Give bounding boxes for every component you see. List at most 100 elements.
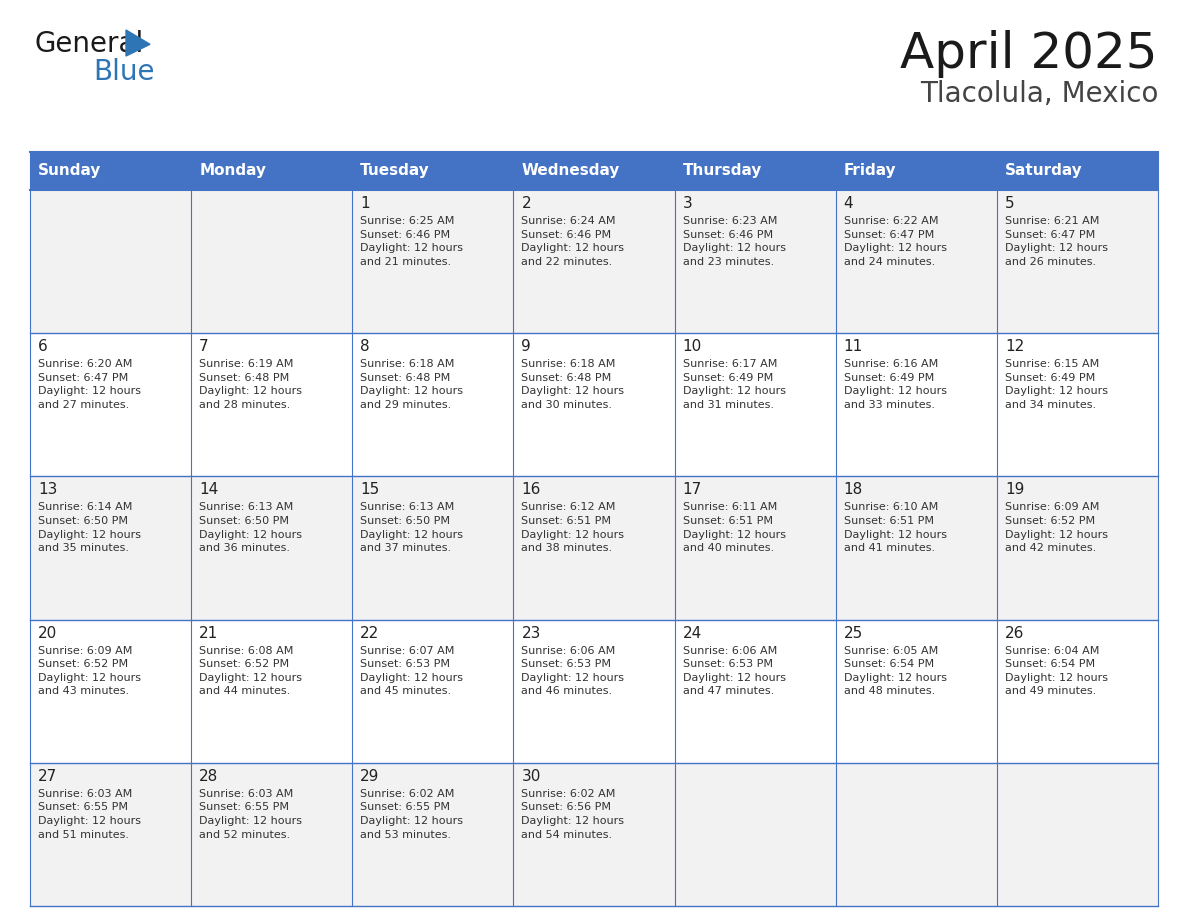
- Text: 23: 23: [522, 625, 541, 641]
- Bar: [835, 763, 997, 906]
- Text: 9: 9: [522, 339, 531, 354]
- Text: 19: 19: [1005, 482, 1024, 498]
- Text: Sunrise: 6:13 AM
Sunset: 6:50 PM
Daylight: 12 hours
and 37 minutes.: Sunrise: 6:13 AM Sunset: 6:50 PM Dayligh…: [360, 502, 463, 554]
- Bar: [835, 620, 997, 763]
- Bar: [835, 476, 997, 620]
- Bar: [997, 476, 1158, 620]
- Text: Sunrise: 6:19 AM
Sunset: 6:48 PM
Daylight: 12 hours
and 28 minutes.: Sunrise: 6:19 AM Sunset: 6:48 PM Dayligh…: [200, 359, 302, 410]
- Text: Tlacolula, Mexico: Tlacolula, Mexico: [920, 80, 1158, 108]
- Text: Sunrise: 6:13 AM
Sunset: 6:50 PM
Daylight: 12 hours
and 36 minutes.: Sunrise: 6:13 AM Sunset: 6:50 PM Dayligh…: [200, 502, 302, 554]
- Text: 25: 25: [843, 625, 862, 641]
- Bar: [30, 152, 1158, 190]
- Text: Sunrise: 6:04 AM
Sunset: 6:54 PM
Daylight: 12 hours
and 49 minutes.: Sunrise: 6:04 AM Sunset: 6:54 PM Dayligh…: [1005, 645, 1108, 697]
- Bar: [191, 333, 353, 476]
- Bar: [30, 620, 191, 763]
- Text: Wednesday: Wednesday: [522, 163, 620, 178]
- Bar: [675, 476, 835, 620]
- Text: 26: 26: [1005, 625, 1024, 641]
- Text: Sunrise: 6:21 AM
Sunset: 6:47 PM
Daylight: 12 hours
and 26 minutes.: Sunrise: 6:21 AM Sunset: 6:47 PM Dayligh…: [1005, 216, 1108, 267]
- Text: Sunrise: 6:06 AM
Sunset: 6:53 PM
Daylight: 12 hours
and 47 minutes.: Sunrise: 6:06 AM Sunset: 6:53 PM Dayligh…: [683, 645, 785, 697]
- Text: 14: 14: [200, 482, 219, 498]
- Bar: [997, 333, 1158, 476]
- Bar: [513, 763, 675, 906]
- Bar: [835, 190, 997, 333]
- Bar: [30, 763, 191, 906]
- Text: Sunrise: 6:09 AM
Sunset: 6:52 PM
Daylight: 12 hours
and 42 minutes.: Sunrise: 6:09 AM Sunset: 6:52 PM Dayligh…: [1005, 502, 1108, 554]
- Text: Sunrise: 6:12 AM
Sunset: 6:51 PM
Daylight: 12 hours
and 38 minutes.: Sunrise: 6:12 AM Sunset: 6:51 PM Dayligh…: [522, 502, 625, 554]
- Text: Tuesday: Tuesday: [360, 163, 430, 178]
- Bar: [997, 190, 1158, 333]
- Text: Sunrise: 6:07 AM
Sunset: 6:53 PM
Daylight: 12 hours
and 45 minutes.: Sunrise: 6:07 AM Sunset: 6:53 PM Dayligh…: [360, 645, 463, 697]
- Bar: [191, 190, 353, 333]
- Text: 16: 16: [522, 482, 541, 498]
- Text: Sunrise: 6:02 AM
Sunset: 6:56 PM
Daylight: 12 hours
and 54 minutes.: Sunrise: 6:02 AM Sunset: 6:56 PM Dayligh…: [522, 789, 625, 840]
- Text: 4: 4: [843, 196, 853, 211]
- Bar: [353, 476, 513, 620]
- Text: Sunrise: 6:02 AM
Sunset: 6:55 PM
Daylight: 12 hours
and 53 minutes.: Sunrise: 6:02 AM Sunset: 6:55 PM Dayligh…: [360, 789, 463, 840]
- Text: Friday: Friday: [843, 163, 896, 178]
- Text: Sunrise: 6:11 AM
Sunset: 6:51 PM
Daylight: 12 hours
and 40 minutes.: Sunrise: 6:11 AM Sunset: 6:51 PM Dayligh…: [683, 502, 785, 554]
- Bar: [835, 333, 997, 476]
- Bar: [513, 476, 675, 620]
- Text: 6: 6: [38, 339, 48, 354]
- Bar: [513, 190, 675, 333]
- Text: Sunrise: 6:25 AM
Sunset: 6:46 PM
Daylight: 12 hours
and 21 minutes.: Sunrise: 6:25 AM Sunset: 6:46 PM Dayligh…: [360, 216, 463, 267]
- Text: Blue: Blue: [93, 58, 154, 86]
- Text: Sunrise: 6:17 AM
Sunset: 6:49 PM
Daylight: 12 hours
and 31 minutes.: Sunrise: 6:17 AM Sunset: 6:49 PM Dayligh…: [683, 359, 785, 410]
- Text: 11: 11: [843, 339, 862, 354]
- Text: 1: 1: [360, 196, 369, 211]
- Text: 29: 29: [360, 768, 380, 784]
- Text: 15: 15: [360, 482, 379, 498]
- Text: Sunrise: 6:10 AM
Sunset: 6:51 PM
Daylight: 12 hours
and 41 minutes.: Sunrise: 6:10 AM Sunset: 6:51 PM Dayligh…: [843, 502, 947, 554]
- Text: General: General: [34, 30, 144, 58]
- Text: 30: 30: [522, 768, 541, 784]
- Text: Sunrise: 6:16 AM
Sunset: 6:49 PM
Daylight: 12 hours
and 33 minutes.: Sunrise: 6:16 AM Sunset: 6:49 PM Dayligh…: [843, 359, 947, 410]
- Text: 17: 17: [683, 482, 702, 498]
- Text: 8: 8: [360, 339, 369, 354]
- Text: Sunrise: 6:08 AM
Sunset: 6:52 PM
Daylight: 12 hours
and 44 minutes.: Sunrise: 6:08 AM Sunset: 6:52 PM Dayligh…: [200, 645, 302, 697]
- Text: April 2025: April 2025: [901, 30, 1158, 78]
- Bar: [675, 620, 835, 763]
- Bar: [675, 333, 835, 476]
- Bar: [353, 333, 513, 476]
- Text: 21: 21: [200, 625, 219, 641]
- Text: 5: 5: [1005, 196, 1015, 211]
- Text: 12: 12: [1005, 339, 1024, 354]
- Text: Monday: Monday: [200, 163, 266, 178]
- Bar: [191, 620, 353, 763]
- Text: 28: 28: [200, 768, 219, 784]
- Text: 22: 22: [360, 625, 379, 641]
- Text: 27: 27: [38, 768, 57, 784]
- Bar: [675, 190, 835, 333]
- Text: 10: 10: [683, 339, 702, 354]
- Bar: [353, 763, 513, 906]
- Bar: [191, 763, 353, 906]
- Text: Thursday: Thursday: [683, 163, 762, 178]
- Bar: [675, 763, 835, 906]
- Text: Sunrise: 6:20 AM
Sunset: 6:47 PM
Daylight: 12 hours
and 27 minutes.: Sunrise: 6:20 AM Sunset: 6:47 PM Dayligh…: [38, 359, 141, 410]
- Polygon shape: [126, 30, 150, 56]
- Text: 20: 20: [38, 625, 57, 641]
- Text: Sunday: Sunday: [38, 163, 101, 178]
- Text: 7: 7: [200, 339, 209, 354]
- Text: Sunrise: 6:05 AM
Sunset: 6:54 PM
Daylight: 12 hours
and 48 minutes.: Sunrise: 6:05 AM Sunset: 6:54 PM Dayligh…: [843, 645, 947, 697]
- Text: Sunrise: 6:15 AM
Sunset: 6:49 PM
Daylight: 12 hours
and 34 minutes.: Sunrise: 6:15 AM Sunset: 6:49 PM Dayligh…: [1005, 359, 1108, 410]
- Text: Saturday: Saturday: [1005, 163, 1082, 178]
- Text: 24: 24: [683, 625, 702, 641]
- Text: Sunrise: 6:18 AM
Sunset: 6:48 PM
Daylight: 12 hours
and 30 minutes.: Sunrise: 6:18 AM Sunset: 6:48 PM Dayligh…: [522, 359, 625, 410]
- Text: Sunrise: 6:09 AM
Sunset: 6:52 PM
Daylight: 12 hours
and 43 minutes.: Sunrise: 6:09 AM Sunset: 6:52 PM Dayligh…: [38, 645, 141, 697]
- Bar: [191, 476, 353, 620]
- Text: Sunrise: 6:06 AM
Sunset: 6:53 PM
Daylight: 12 hours
and 46 minutes.: Sunrise: 6:06 AM Sunset: 6:53 PM Dayligh…: [522, 645, 625, 697]
- Bar: [997, 763, 1158, 906]
- Text: 13: 13: [38, 482, 57, 498]
- Text: Sunrise: 6:22 AM
Sunset: 6:47 PM
Daylight: 12 hours
and 24 minutes.: Sunrise: 6:22 AM Sunset: 6:47 PM Dayligh…: [843, 216, 947, 267]
- Bar: [30, 476, 191, 620]
- Bar: [513, 620, 675, 763]
- Bar: [353, 190, 513, 333]
- Text: 3: 3: [683, 196, 693, 211]
- Bar: [30, 333, 191, 476]
- Text: Sunrise: 6:03 AM
Sunset: 6:55 PM
Daylight: 12 hours
and 51 minutes.: Sunrise: 6:03 AM Sunset: 6:55 PM Dayligh…: [38, 789, 141, 840]
- Text: Sunrise: 6:18 AM
Sunset: 6:48 PM
Daylight: 12 hours
and 29 minutes.: Sunrise: 6:18 AM Sunset: 6:48 PM Dayligh…: [360, 359, 463, 410]
- Text: 18: 18: [843, 482, 862, 498]
- Text: Sunrise: 6:23 AM
Sunset: 6:46 PM
Daylight: 12 hours
and 23 minutes.: Sunrise: 6:23 AM Sunset: 6:46 PM Dayligh…: [683, 216, 785, 267]
